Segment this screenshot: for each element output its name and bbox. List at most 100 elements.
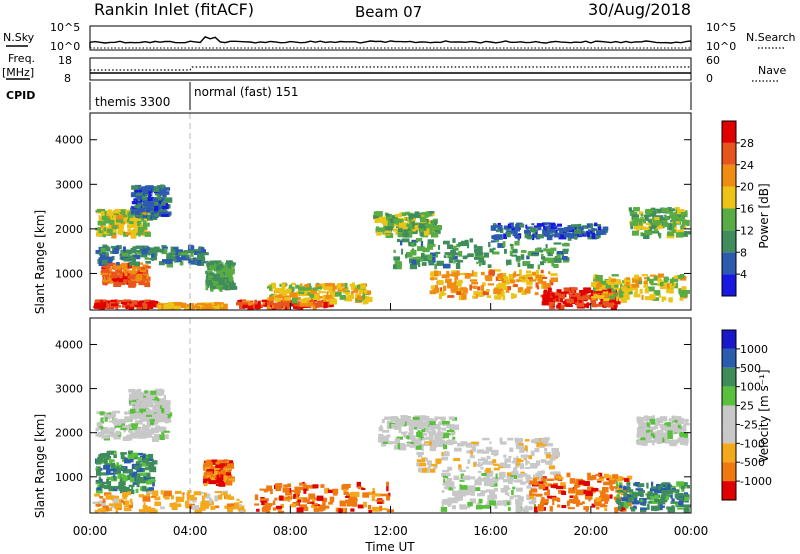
- data-cell-3: [182, 492, 185, 495]
- data-cell-5: [320, 484, 325, 488]
- data-cell-12: [515, 223, 520, 230]
- data-cell-13: [612, 297, 620, 304]
- data-cell-8: [493, 488, 499, 492]
- data-cell-15: [677, 209, 685, 215]
- data-cell-0: [106, 300, 114, 304]
- data-cell-13: [579, 293, 585, 297]
- data-cell-10: [509, 243, 513, 247]
- data-cell-2: [247, 305, 254, 310]
- data-cell-0: [140, 306, 144, 310]
- data-cell-11: [679, 440, 686, 445]
- data-cell-10: [652, 501, 656, 504]
- data-cell-11: [683, 432, 689, 438]
- data-cell-2: [163, 405, 168, 408]
- data-cell-7: [156, 203, 161, 208]
- data-cell-5: [371, 495, 375, 502]
- data-cell-3: [358, 289, 364, 294]
- data-cell-3: [284, 297, 291, 301]
- velocity-colorbar-tick: -1000: [740, 475, 772, 488]
- data-cell-6: [399, 444, 407, 451]
- data-cell-11: [446, 271, 450, 277]
- data-cell-4: [122, 273, 130, 280]
- data-cell-8: [222, 273, 225, 278]
- data-cell-10: [677, 497, 684, 500]
- data-cell-5: [311, 504, 318, 508]
- data-cell-3: [154, 501, 161, 507]
- data-cell-12: [602, 226, 609, 231]
- data-cell-4: [100, 272, 108, 275]
- data-cell-6: [405, 431, 408, 434]
- data-cell-14: [607, 281, 614, 285]
- data-cell-7: [476, 464, 483, 467]
- data-cell-5: [363, 501, 367, 508]
- data-cell-8: [459, 479, 465, 482]
- cpid-panel: CPID themis 3300 normal (fast) 151: [6, 82, 692, 110]
- data-cell-0: [131, 486, 134, 492]
- data-cell-8: [221, 276, 228, 283]
- data-cell-6: [420, 415, 426, 418]
- data-cell-11: [473, 291, 479, 295]
- data-cell-6: [403, 416, 412, 423]
- data-cell-10: [626, 497, 633, 503]
- data-cell-9: [599, 496, 605, 499]
- data-cell-15: [667, 207, 672, 211]
- data-cell-11: [458, 284, 462, 287]
- data-cell-13: [551, 292, 559, 296]
- data-cell-11: [655, 417, 664, 422]
- data-cell-9: [431, 232, 439, 238]
- data-cell-8: [221, 276, 225, 280]
- data-cell-9: [587, 475, 594, 481]
- data-cell-9: [394, 218, 400, 223]
- data-cell-4: [216, 474, 220, 481]
- data-cell-10: [393, 264, 397, 270]
- data-cell-10: [444, 252, 451, 255]
- data-cell-8: [446, 484, 452, 487]
- data-cell-2: [315, 304, 321, 308]
- data-cell-6: [406, 442, 411, 447]
- data-cell-8: [213, 273, 220, 278]
- data-cell-0: [94, 303, 100, 309]
- data-cell-10: [626, 482, 631, 486]
- data-cell-9: [414, 211, 420, 217]
- data-cell-12: [491, 235, 494, 240]
- data-cell-3: [122, 495, 127, 500]
- data-cell-1: [219, 307, 225, 310]
- data-cell-9: [615, 487, 618, 493]
- data-cell-14: [644, 277, 649, 280]
- data-cell-0: [137, 474, 140, 477]
- data-cell-7: [507, 437, 514, 441]
- data-cell-10: [511, 254, 517, 257]
- data-cell-13: [568, 291, 571, 296]
- data-cell-1: [147, 424, 155, 427]
- data-cell-14: [618, 292, 623, 298]
- data-cell-7: [480, 467, 484, 470]
- data-cell-8: [488, 500, 497, 506]
- data-cell-9: [389, 216, 396, 221]
- data-cell-11: [526, 273, 533, 279]
- data-cell-6: [108, 214, 111, 219]
- data-cell-5: [380, 493, 389, 497]
- data-cell-4: [114, 281, 122, 287]
- data-cell-6: [442, 432, 449, 439]
- data-cell-10: [683, 504, 691, 508]
- data-cell-6: [96, 229, 99, 236]
- data-cell-14: [645, 287, 649, 290]
- data-cell-2: [133, 413, 140, 417]
- data-cell-11: [683, 440, 687, 446]
- data-cell-12: [496, 229, 500, 233]
- data-cell-8: [218, 278, 224, 283]
- data-cell-14: [647, 286, 655, 292]
- data-cell-14: [634, 291, 637, 298]
- data-cell-15: [681, 215, 684, 219]
- data-cell-8: [516, 487, 523, 492]
- data-cell-13: [594, 288, 598, 295]
- data-cell-15: [647, 220, 653, 223]
- data-cell-3: [222, 492, 228, 496]
- data-cell-14: [669, 278, 674, 283]
- data-cell-0: [113, 485, 120, 489]
- data-cell-10: [681, 488, 685, 492]
- data-cell-9: [532, 478, 538, 484]
- data-cell-6: [435, 416, 441, 420]
- data-cell-10: [616, 494, 620, 498]
- data-cell-13: [556, 289, 562, 294]
